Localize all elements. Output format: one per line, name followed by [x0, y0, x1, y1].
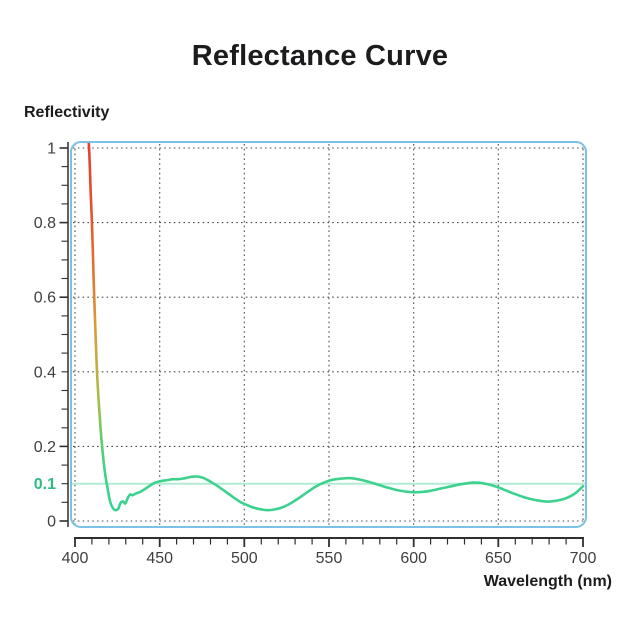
plot-border [70, 141, 587, 528]
y-tick-label: 1 [47, 141, 56, 158]
y-tick-label: 0 [47, 514, 56, 531]
y-axis-title: Reflectivity [24, 104, 110, 121]
x-tick-label: 700 [570, 550, 597, 567]
chart-title: Reflectance Curve [191, 40, 449, 72]
y-tick-label: 0.2 [34, 439, 56, 456]
x-tick-label: 500 [231, 550, 258, 567]
y-tick-label: 0.4 [34, 364, 56, 381]
y-tick-label: 0.6 [34, 290, 56, 307]
x-axis-title: Wavelength (nm) [483, 573, 612, 590]
reflectance-curve [86, 143, 585, 512]
y-highlight-label: 0.1 [34, 476, 56, 493]
x-tick-label: 650 [485, 550, 512, 567]
x-tick-label: 450 [146, 550, 173, 567]
x-tick-label: 550 [316, 550, 343, 567]
y-tick-label: 0.8 [34, 215, 56, 232]
x-tick-label: 600 [400, 550, 427, 567]
x-tick-label: 400 [62, 550, 89, 567]
